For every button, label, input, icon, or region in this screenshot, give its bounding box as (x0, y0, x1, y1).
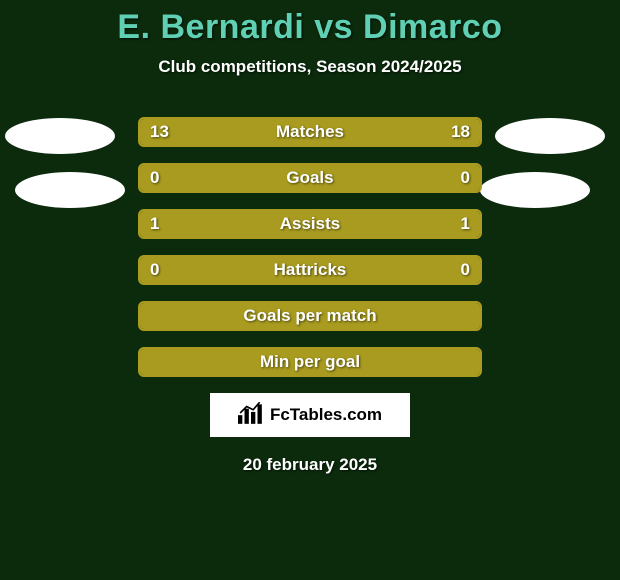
stat-row: 11Assists (138, 209, 482, 239)
team-badge (15, 172, 125, 208)
page-subtitle: Club competitions, Season 2024/2025 (0, 57, 620, 77)
stat-row: 00Hattricks (138, 255, 482, 285)
stat-row: 1318Matches (138, 117, 482, 147)
team-badge (495, 118, 605, 154)
stat-row: 00Goals (138, 163, 482, 193)
team-badge (480, 172, 590, 208)
stat-label: Matches (140, 122, 480, 142)
stat-label: Goals per match (140, 306, 480, 326)
stat-row: Min per goal (138, 347, 482, 377)
comparison-chart: 1318Matches 00Goals 11Assists 00Hattricks Go… (138, 117, 482, 377)
stat-label: Hattricks (140, 260, 480, 280)
stat-label: Min per goal (140, 352, 480, 372)
chart-icon (238, 402, 264, 429)
watermark: FcTables.com (210, 393, 410, 437)
stat-label: Assists (140, 214, 480, 234)
page: E. Bernardi vs Dimarco Club competitions… (0, 0, 620, 580)
watermark-text: FcTables.com (270, 405, 382, 425)
stat-label: Goals (140, 168, 480, 188)
stat-row: Goals per match (138, 301, 482, 331)
date-label: 20 february 2025 (0, 455, 620, 475)
page-title: E. Bernardi vs Dimarco (0, 0, 620, 47)
team-badge (5, 118, 115, 154)
